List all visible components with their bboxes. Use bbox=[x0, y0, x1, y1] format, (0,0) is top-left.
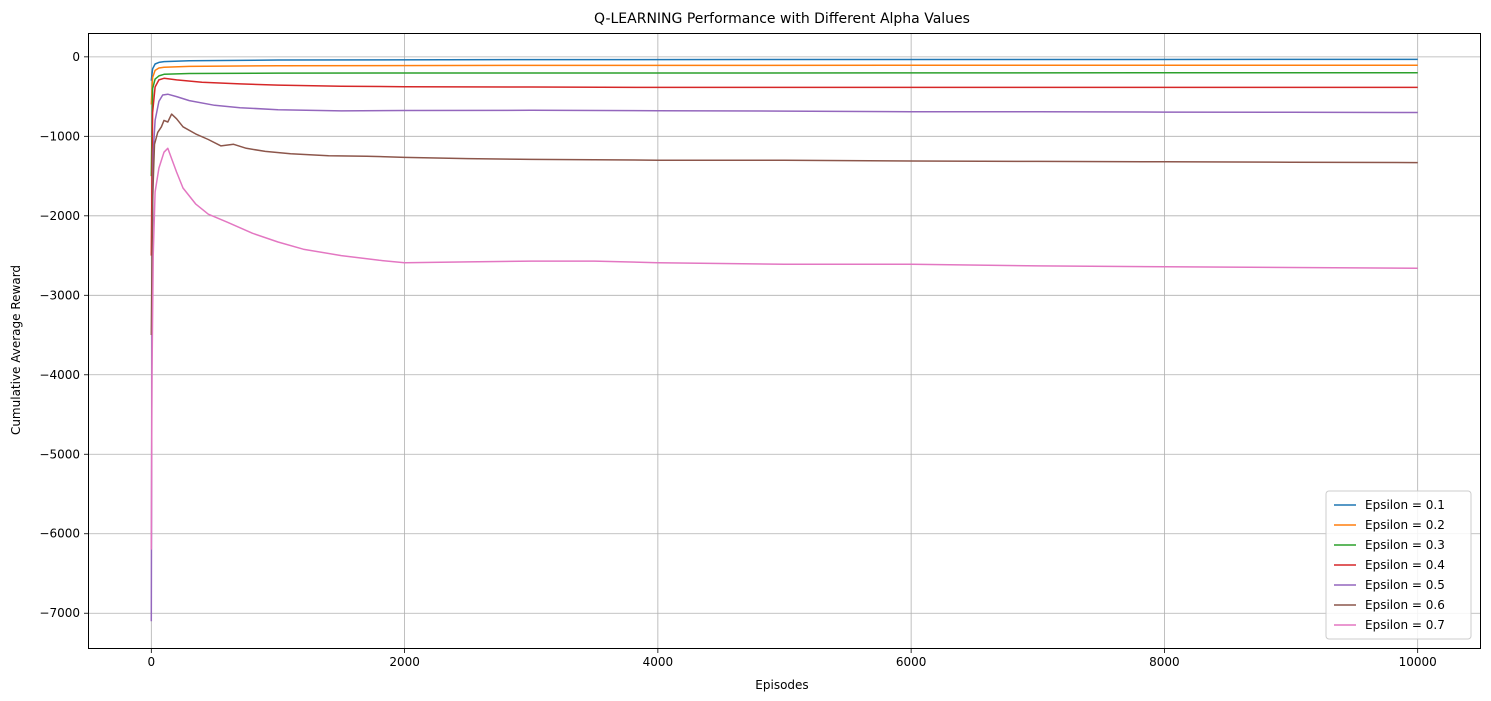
y-tick-label: −7000 bbox=[39, 606, 80, 620]
legend-label-2: Epsilon = 0.2 bbox=[1365, 518, 1445, 532]
series-line-6 bbox=[150, 113, 1418, 336]
y-tick-label: −2000 bbox=[39, 209, 80, 223]
plot-background bbox=[88, 33, 1481, 649]
y-axis-label: Cumulative Average Reward bbox=[9, 265, 23, 435]
x-tick-label: 6000 bbox=[896, 655, 927, 669]
legend-label-3: Epsilon = 0.3 bbox=[1365, 538, 1445, 552]
legend-label-1: Epsilon = 0.1 bbox=[1365, 498, 1445, 512]
x-tick-label: 2000 bbox=[389, 655, 420, 669]
legend: Epsilon = 0.1 Epsilon = 0.2 Epsilon = 0.3 E… bbox=[1325, 490, 1472, 640]
x-tick-label: 10000 bbox=[1399, 655, 1437, 669]
x-tick-label: 4000 bbox=[643, 655, 674, 669]
legend-label-7: Epsilon = 0.7 bbox=[1365, 618, 1445, 632]
plot-area bbox=[88, 33, 1481, 649]
legend-label-5: Epsilon = 0.5 bbox=[1365, 578, 1445, 592]
x-tick-label: 8000 bbox=[1149, 655, 1180, 669]
series-line-1 bbox=[150, 58, 1418, 81]
series-lines bbox=[150, 58, 1418, 622]
series-line-4 bbox=[150, 77, 1418, 256]
y-tick-label: −5000 bbox=[39, 447, 80, 461]
x-axis: 0 2000 4000 6000 8000 10000 bbox=[147, 649, 1437, 669]
x-tick-label: 0 bbox=[147, 655, 155, 669]
legend-label-6: Epsilon = 0.6 bbox=[1365, 598, 1445, 612]
gridlines bbox=[88, 33, 1481, 649]
series-line-5 bbox=[150, 93, 1418, 622]
legend-label-4: Epsilon = 0.4 bbox=[1365, 558, 1445, 572]
series-line-3 bbox=[150, 71, 1418, 177]
chart-title: Q-LEARNING Performance with Different Al… bbox=[594, 11, 970, 27]
y-tick-label: 0 bbox=[72, 50, 80, 64]
legend-box bbox=[1325, 490, 1472, 640]
y-tick-label: −1000 bbox=[39, 129, 80, 143]
y-axis: −7000 −6000 −5000 −4000 −3000 −2000 −1000 0 bbox=[39, 50, 88, 620]
y-tick-label: −3000 bbox=[39, 288, 80, 302]
y-tick-label: −4000 bbox=[39, 368, 80, 382]
y-tick-label: −6000 bbox=[39, 527, 80, 541]
series-line-2 bbox=[150, 64, 1418, 105]
x-axis-label: Episodes bbox=[755, 678, 808, 692]
series-line-7 bbox=[150, 147, 1418, 550]
plot-frame bbox=[88, 33, 1481, 649]
